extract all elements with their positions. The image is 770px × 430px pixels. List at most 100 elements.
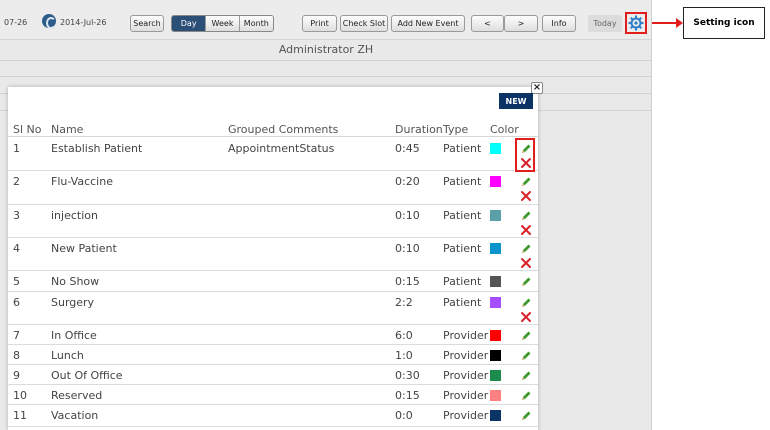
cell-name: In Office xyxy=(51,329,97,342)
next-button[interactable]: > xyxy=(504,15,538,32)
cell-name: No Show xyxy=(51,275,100,288)
app-logo-icon[interactable] xyxy=(42,14,56,29)
info-button[interactable]: Info xyxy=(542,15,576,32)
edit-pencil-icon[interactable] xyxy=(520,143,532,155)
cell-name: Surgery xyxy=(51,296,95,309)
table-row: 11 Vacation 0:0 Provider xyxy=(8,405,538,427)
close-icon[interactable]: × xyxy=(531,82,543,94)
cell-sl-no: 4 xyxy=(13,242,20,255)
cell-duration: 0:10 xyxy=(395,209,420,222)
cell-duration: 0:20 xyxy=(395,175,420,188)
cell-type: Provider xyxy=(443,349,489,362)
cell-sl-no: 8 xyxy=(13,349,20,362)
table-row: 3 injection 0:10 Patient xyxy=(8,205,538,238)
delete-x-icon[interactable] xyxy=(520,257,532,269)
delete-x-icon[interactable] xyxy=(520,311,532,323)
cell-name: New Patient xyxy=(51,242,117,255)
cell-type: Patient xyxy=(443,275,482,288)
today-button[interactable]: Today xyxy=(588,15,622,32)
settings-highlight xyxy=(625,12,647,34)
cell-name: injection xyxy=(51,209,98,222)
column-header-duration: Duration xyxy=(395,123,443,136)
grid-line xyxy=(0,60,651,61)
color-swatch xyxy=(490,276,501,287)
color-swatch xyxy=(490,243,501,254)
table-row: 2 Flu-Vaccine 0:20 Patient xyxy=(8,171,538,205)
gear-icon[interactable] xyxy=(628,15,644,31)
column-header-name: Name xyxy=(51,123,84,136)
add-new-event-button[interactable]: Add New Event xyxy=(391,15,465,32)
edit-pencil-icon[interactable] xyxy=(520,370,532,382)
setting-icon-callout: Setting icon xyxy=(683,7,765,39)
color-swatch xyxy=(490,370,501,381)
cell-type: Provider xyxy=(443,329,489,342)
column-header-color: Color xyxy=(490,123,519,136)
appointment-type-modal: × NEW Sl No Name Grouped Comments Durati… xyxy=(8,82,543,430)
cell-sl-no: 5 xyxy=(13,275,20,288)
color-swatch xyxy=(490,390,501,401)
color-swatch xyxy=(490,350,501,361)
edit-pencil-icon[interactable] xyxy=(520,410,532,422)
edit-pencil-icon[interactable] xyxy=(520,330,532,342)
prev-button[interactable]: < xyxy=(471,15,504,32)
cell-name: Vacation xyxy=(51,409,99,422)
table-row: 9 Out Of Office 0:30 Provider xyxy=(8,365,538,385)
table-row: 6 Surgery 2:2 Patient xyxy=(8,292,538,325)
table-row: 7 In Office 6:0 Provider xyxy=(8,325,538,345)
tab-month[interactable]: Month xyxy=(238,16,273,31)
cell-duration: 6:0 xyxy=(395,329,413,342)
cell-type: Provider xyxy=(443,389,489,402)
edit-pencil-icon[interactable] xyxy=(520,297,532,309)
cell-duration: 0:10 xyxy=(395,242,420,255)
check-slot-button[interactable]: Check Slot xyxy=(340,15,388,32)
column-header-grouped-comments: Grouped Comments xyxy=(228,123,339,136)
new-button[interactable]: NEW xyxy=(499,93,533,109)
edit-pencil-icon[interactable] xyxy=(520,350,532,362)
table-row: 4 New Patient 0:10 Patient xyxy=(8,238,538,271)
cell-name: Lunch xyxy=(51,349,84,362)
cell-duration: 2:2 xyxy=(395,296,413,309)
cell-sl-no: 7 xyxy=(13,329,20,342)
search-button[interactable]: Search xyxy=(130,15,164,32)
cell-type: Patient xyxy=(443,142,482,155)
delete-x-icon[interactable] xyxy=(520,224,532,236)
cell-duration: 0:30 xyxy=(395,369,420,382)
color-swatch xyxy=(490,176,501,187)
edit-pencil-icon[interactable] xyxy=(520,390,532,402)
cell-duration: 1:0 xyxy=(395,349,413,362)
cell-sl-no: 1 xyxy=(13,142,20,155)
cell-type: Patient xyxy=(443,209,482,222)
edit-pencil-icon[interactable] xyxy=(520,243,532,255)
column-header-sl-no: Sl No xyxy=(13,123,42,136)
table-row: 10 Reserved 0:15 Provider xyxy=(8,385,538,405)
edit-pencil-icon[interactable] xyxy=(520,276,532,288)
current-date: 2014-Jul-26 xyxy=(60,18,107,27)
column-header-type: Type xyxy=(443,123,469,136)
edit-pencil-icon[interactable] xyxy=(520,210,532,222)
actions-highlight xyxy=(515,138,535,172)
color-swatch xyxy=(490,210,501,221)
table-row: 8 Lunch 1:0 Provider xyxy=(8,345,538,365)
cell-type: Patient xyxy=(443,296,482,309)
cell-duration: 0:15 xyxy=(395,389,420,402)
table-row: 5 No Show 0:15 Patient xyxy=(8,271,538,292)
callout-arrow xyxy=(652,18,683,28)
tab-week[interactable]: Week xyxy=(205,16,239,31)
cell-duration: 0:15 xyxy=(395,275,420,288)
cell-name: Flu-Vaccine xyxy=(51,175,113,188)
delete-x-icon[interactable] xyxy=(520,190,532,202)
cell-sl-no: 10 xyxy=(13,389,27,402)
tab-day[interactable]: Day xyxy=(172,16,206,31)
color-swatch xyxy=(490,297,501,308)
table-header: Sl No Name Grouped Comments Duration Typ… xyxy=(8,121,538,137)
cell-sl-no: 9 xyxy=(13,369,20,382)
view-switcher: Day Week Month xyxy=(171,15,274,32)
cell-sl-no: 2 xyxy=(13,175,20,188)
color-swatch xyxy=(490,330,501,341)
delete-x-icon[interactable] xyxy=(520,157,532,169)
edit-pencil-icon[interactable] xyxy=(520,176,532,188)
cell-sl-no: 6 xyxy=(13,296,20,309)
cell-name: Reserved xyxy=(51,389,103,402)
cell-sl-no: 3 xyxy=(13,209,20,222)
print-button[interactable]: Print xyxy=(302,15,337,32)
